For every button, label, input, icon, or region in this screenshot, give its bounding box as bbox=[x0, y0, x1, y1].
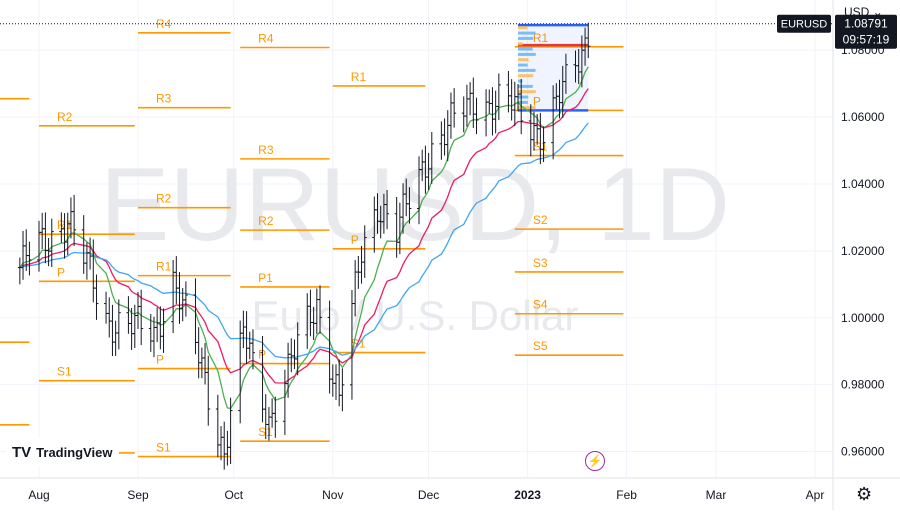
pivot-label: P bbox=[156, 353, 164, 367]
pivot-label: R2 bbox=[258, 214, 274, 228]
grid bbox=[0, 0, 833, 478]
volume-profile-bin bbox=[518, 95, 529, 99]
tradingview-wordmark: TradingView bbox=[36, 444, 113, 460]
pivot-label: R4 bbox=[156, 17, 172, 31]
y-tick-label: 1.02000 bbox=[841, 244, 885, 258]
watermark-name: Euro / U.S. Dollar bbox=[252, 292, 579, 339]
x-tick-label: Mar bbox=[706, 488, 727, 502]
bar-countdown: 09:57:19 bbox=[843, 33, 890, 47]
pivot-label: R1 bbox=[533, 31, 549, 45]
pivot-label: R3 bbox=[156, 92, 172, 106]
volume-profile-bin bbox=[518, 84, 533, 88]
ema-slow-line bbox=[19, 122, 589, 359]
pivot-label: R4 bbox=[258, 31, 274, 45]
lightning-icon[interactable]: ⚡ bbox=[585, 451, 605, 471]
gear-icon[interactable]: ⚙ bbox=[856, 484, 873, 504]
x-tick-label: 2023 bbox=[514, 488, 541, 502]
pivot-label: P bbox=[351, 233, 359, 247]
y-tick-label: 1.04000 bbox=[841, 177, 885, 191]
pivot-label: S1 bbox=[57, 365, 72, 379]
ema-fast-line bbox=[19, 66, 589, 410]
x-tick-label: Feb bbox=[616, 488, 637, 502]
pivot-label: S5 bbox=[533, 339, 548, 353]
pivot-label: P bbox=[57, 265, 65, 279]
ema-mid-line bbox=[19, 88, 589, 384]
pivot-label: R2 bbox=[156, 192, 172, 206]
pivot-label: R2 bbox=[57, 110, 73, 124]
watermark-symbol: EURUSD, 1D bbox=[100, 147, 730, 263]
last-price-value: 1.08791 bbox=[844, 17, 888, 31]
volume-profile-bin bbox=[518, 58, 529, 62]
last-price-tag bbox=[835, 14, 897, 49]
pivot-label: S1 bbox=[156, 441, 171, 455]
currency-selector[interactable]: USD ⌄ bbox=[844, 5, 883, 19]
x-tick-label: Aug bbox=[28, 488, 49, 502]
symbol-tag-label: EURUSD bbox=[781, 19, 828, 31]
volume-profile-bin bbox=[518, 63, 528, 67]
pivot-label: S3 bbox=[533, 256, 548, 270]
volume-profile-bin bbox=[518, 42, 523, 46]
volume-profile-bin bbox=[518, 74, 534, 78]
y-tick-label: 1.00000 bbox=[841, 311, 885, 325]
pivot-label: R3 bbox=[258, 143, 274, 157]
pivot-label: P1 bbox=[258, 271, 273, 285]
y-tick-label: 1.06000 bbox=[841, 110, 885, 124]
volume-profile-bin bbox=[518, 31, 536, 35]
x-tick-label: Apr bbox=[806, 488, 825, 502]
y-tick-label: 0.98000 bbox=[841, 378, 885, 392]
volume-profile-bin bbox=[518, 36, 534, 40]
volume-profile-bin bbox=[518, 106, 536, 110]
volume-profile-bin bbox=[518, 47, 533, 51]
x-tick-label: Oct bbox=[224, 488, 243, 502]
tradingview-logo[interactable]: TV TradingView bbox=[6, 438, 119, 466]
pivot-label: S4 bbox=[533, 298, 548, 312]
pivot-label: R1 bbox=[351, 70, 367, 84]
x-tick-label: Nov bbox=[322, 488, 343, 502]
volume-profile-bin bbox=[518, 68, 536, 72]
tradingview-logo-icon: TV bbox=[12, 443, 32, 461]
volume-profile-bin bbox=[518, 100, 528, 104]
price-bars bbox=[17, 22, 591, 470]
pivot-label: R1 bbox=[156, 260, 172, 274]
pivot-label: P bbox=[533, 94, 541, 108]
symbol-tag bbox=[777, 14, 831, 33]
pivot-label: S2 bbox=[533, 213, 548, 227]
x-tick-label: Dec bbox=[418, 488, 439, 502]
y-tick-label: 0.96000 bbox=[841, 445, 885, 459]
currency-label: USD bbox=[844, 5, 870, 19]
last-price-marker: EURUSD 1.08791 09:57:19 bbox=[0, 14, 897, 49]
chevron-down-icon: ⌄ bbox=[872, 5, 883, 19]
x-tick-label: Sep bbox=[127, 488, 149, 502]
volume-profile-bin bbox=[518, 79, 523, 83]
volume-profile-bin bbox=[518, 26, 528, 30]
volume-profile-bin bbox=[518, 90, 536, 94]
moving-averages bbox=[19, 66, 589, 410]
volume-profile-bin bbox=[518, 52, 536, 56]
pivot-levels: R1S1S2R3R2R1PS1S2R4R3R2R1PS1R4R3R2P1PS1R… bbox=[0, 17, 624, 458]
